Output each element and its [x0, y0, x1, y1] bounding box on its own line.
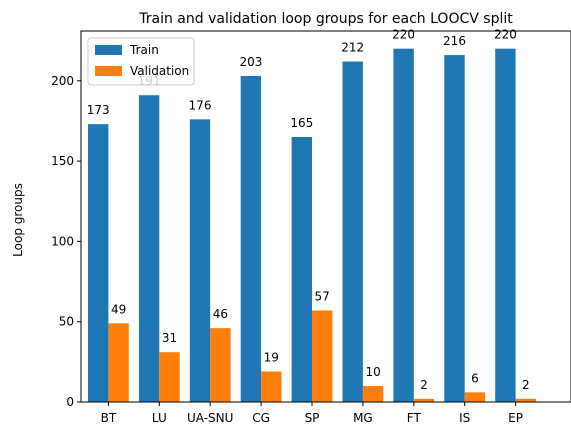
legend-swatch-validation	[95, 66, 122, 76]
chart-title: Train and validation loop groups for eac…	[138, 11, 513, 27]
bar-train-ep	[495, 48, 516, 403]
data-label-train-ep: 220	[494, 28, 517, 42]
bar-validation-ep	[515, 398, 536, 402]
bars-group	[88, 48, 536, 403]
bar-validation-ua-snu	[210, 328, 231, 402]
legend-label-validation: Validation	[130, 64, 189, 78]
data-label-validation-lu: 31	[162, 331, 177, 345]
bar-validation-cg	[261, 371, 282, 402]
x-tick-label-ep: EP	[508, 411, 523, 425]
legend-label-train: Train	[129, 43, 159, 57]
plot-frame	[80, 30, 571, 403]
x-tick-label-is: IS	[459, 411, 470, 425]
bar-validation-bt	[108, 323, 129, 402]
bar-train-lu	[138, 95, 160, 402]
data-label-validation-bt: 49	[111, 302, 126, 316]
bar-train-sp	[291, 137, 312, 402]
bar-train-is	[444, 55, 465, 402]
bar-train-mg	[342, 61, 363, 403]
data-label-validation-ep: 2	[522, 378, 530, 392]
bar-train-ua-snu	[189, 119, 211, 402]
bar-train-cg	[240, 75, 262, 402]
data-label-train-ft: 220	[392, 28, 415, 42]
data-label-validation-ua-snu: 46	[213, 307, 228, 321]
legend-swatch-train	[95, 45, 122, 55]
data-label-validation-mg: 10	[365, 365, 380, 379]
x-axis: BT LU UA-SNU CG SP MG FT IS EP	[101, 402, 523, 425]
x-tick-label-ft: FT	[407, 411, 422, 425]
legend: Train Validation	[87, 37, 195, 86]
y-tick-label: 0	[66, 395, 74, 409]
bar-validation-is	[464, 392, 486, 402]
bar-train-ft	[393, 48, 414, 403]
y-tick-label: 150	[51, 154, 74, 168]
data-label-validation-cg: 19	[264, 350, 279, 364]
y-axis-label: Loop groups	[11, 183, 25, 257]
data-label-train-ua-snu: 176	[189, 98, 212, 112]
data-label-validation-ft: 2	[420, 378, 428, 392]
y-axis: 0 50 100 150 200	[51, 74, 81, 409]
x-tick-label-cg: CG	[252, 411, 270, 425]
data-label-train-sp: 165	[290, 116, 313, 130]
bar-validation-mg	[362, 385, 384, 402]
x-tick-label-mg: MG	[353, 411, 373, 425]
x-tick-label-lu: LU	[152, 411, 167, 425]
bar-validation-sp	[312, 310, 333, 402]
data-label-train-mg: 212	[341, 41, 364, 55]
data-label-train-cg: 203	[239, 55, 262, 69]
data-label-train-bt: 173	[87, 103, 110, 117]
x-tick-label-sp: SP	[305, 411, 320, 425]
y-tick-label: 50	[59, 315, 74, 329]
bar-validation-lu	[159, 352, 180, 402]
bar-validation-ft	[413, 398, 435, 402]
x-tick-label-bt: BT	[101, 411, 117, 425]
x-tick-label-ua-snu: UA-SNU	[187, 411, 233, 425]
data-label-train-is: 216	[443, 34, 466, 48]
y-tick-label: 200	[51, 74, 74, 88]
data-label-validation-sp: 57	[315, 289, 330, 303]
data-label-validation-is: 6	[471, 371, 479, 385]
y-tick-label: 100	[51, 234, 74, 248]
bar-train-bt	[88, 124, 109, 402]
